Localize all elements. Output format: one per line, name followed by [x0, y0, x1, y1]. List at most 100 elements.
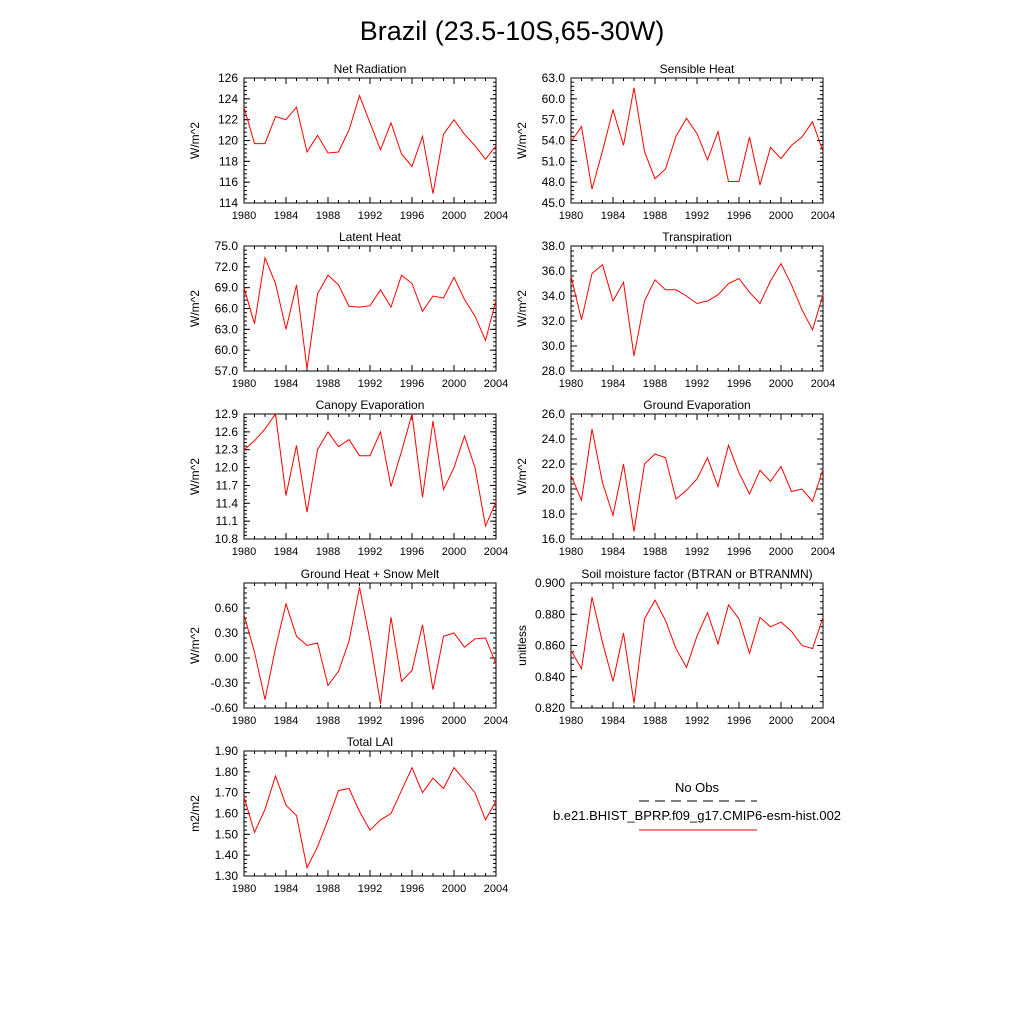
x-tick-label: 1996: [400, 546, 424, 558]
y-tick-label: 116: [219, 175, 238, 189]
y-tick-label: 57.0: [215, 364, 239, 378]
chart-panel: Soil moisture factor (BTRAN or BTRANMN) u…: [515, 567, 835, 727]
panels: Net Radiation W/m^2 1980 1984 1988 1992 1996 20…: [188, 62, 835, 895]
x-tick-label: 1984: [274, 378, 298, 390]
x-tick-label: 1984: [274, 715, 298, 727]
y-tick-label: 126: [218, 71, 238, 85]
series-line: [570, 87, 824, 190]
y-tick-label: 12.6: [215, 425, 239, 439]
chart-panel: Ground Heat + Snow Melt W/m^2 1980 1984 1988…: [188, 567, 508, 727]
chart-panel: Canopy Evaporation W/m^2 1980 1984 1988 1992 1…: [188, 398, 508, 558]
y-tick-label: 1.90: [215, 744, 239, 758]
y-tick-label: 0.840: [535, 670, 565, 684]
y-tick-label: 16.0: [542, 532, 566, 546]
x-tick-label: 2000: [769, 715, 793, 727]
y-tick-label: 1.60: [215, 807, 239, 821]
series-line: [243, 587, 497, 704]
y-tick-label: 0.860: [535, 639, 565, 653]
x-tick-label: 1988: [316, 715, 340, 727]
x-tick-label: 1992: [685, 210, 709, 222]
x-tick-label: 1988: [316, 210, 340, 222]
y-tick-label: 120: [218, 134, 238, 148]
y-tick-label: 28.0: [542, 364, 566, 378]
x-tick-label: 2000: [769, 378, 793, 390]
y-tick-label: 30.0: [542, 339, 566, 353]
y-axis-label: m2/m2: [188, 795, 202, 832]
x-tick-label: 2004: [484, 378, 508, 390]
x-tick-label: 1992: [685, 546, 709, 558]
series-line: [243, 412, 497, 528]
y-tick-label: -0.30: [211, 676, 239, 690]
chart-panel: Latent Heat W/m^2 1980 1984 1988 1992 1996 2000…: [188, 230, 508, 390]
y-tick-label: 0.30: [215, 626, 239, 640]
panel-title: Soil moisture factor (BTRAN or BTRANMN): [581, 567, 812, 581]
x-tick-label: 2000: [442, 378, 466, 390]
y-tick-label: 0.60: [215, 601, 239, 615]
y-tick-label: 45.0: [542, 196, 566, 210]
chart-panel: Total LAI m2/m2 1980 1984 1988 1992 1996 2000 20…: [188, 735, 508, 895]
y-axis-label: W/m^2: [515, 122, 529, 159]
y-tick-label: 26.0: [542, 407, 566, 421]
x-tick-label: 1992: [685, 715, 709, 727]
x-tick-label: 2000: [769, 210, 793, 222]
x-tick-label: 1984: [601, 546, 625, 558]
x-tick-label: 1980: [232, 210, 256, 222]
x-tick-label: 1992: [685, 378, 709, 390]
x-tick-label: 1980: [232, 715, 256, 727]
x-tick-label: 1980: [559, 715, 583, 727]
y-tick-label: 72.0: [215, 260, 239, 274]
y-tick-label: 12.9: [215, 407, 239, 421]
y-tick-label: 124: [218, 92, 238, 106]
x-tick-label: 1992: [358, 715, 382, 727]
panel-title: Net Radiation: [334, 62, 407, 76]
series-line: [570, 428, 824, 532]
y-tick-label: 11.7: [216, 478, 239, 492]
panel-title: Sensible Heat: [660, 62, 735, 76]
x-tick-label: 1996: [400, 883, 424, 895]
y-tick-label: 63.0: [542, 71, 566, 85]
legend: No Obs b.e21.BHIST_BPRP.f09_g17.CMIP6-es…: [553, 780, 841, 831]
y-tick-label: -0.60: [211, 701, 239, 715]
chart-panel: Sensible Heat W/m^2 1980 1984 1988 1992 1996 20…: [515, 62, 835, 222]
y-tick-label: 1.50: [215, 827, 239, 841]
x-tick-label: 1988: [316, 378, 340, 390]
x-tick-label: 1984: [274, 210, 298, 222]
x-tick-label: 1992: [358, 883, 382, 895]
x-tick-label: 1984: [274, 883, 298, 895]
chart-panel: Net Radiation W/m^2 1980 1984 1988 1992 1996 20…: [188, 62, 508, 222]
x-tick-label: 1996: [727, 715, 751, 727]
x-tick-label: 2004: [811, 210, 835, 222]
y-tick-label: 66.0: [215, 302, 239, 316]
x-tick-label: 1996: [727, 210, 751, 222]
y-tick-label: 51.0: [542, 154, 566, 168]
y-tick-label: 32.0: [542, 314, 566, 328]
x-tick-label: 1996: [400, 378, 424, 390]
y-tick-label: 1.30: [215, 869, 239, 883]
y-tick-label: 1.40: [215, 848, 239, 862]
x-tick-label: 1984: [601, 378, 625, 390]
x-tick-label: 1980: [559, 210, 583, 222]
y-axis-label: W/m^2: [188, 627, 202, 664]
x-tick-label: 1980: [232, 883, 256, 895]
y-tick-label: 11.1: [216, 514, 239, 528]
y-axis-label: W/m^2: [188, 122, 202, 159]
x-tick-label: 2000: [442, 546, 466, 558]
y-tick-label: 57.0: [542, 113, 566, 127]
y-tick-label: 20.0: [542, 482, 566, 496]
y-tick-label: 24.0: [542, 432, 566, 446]
x-tick-label: 1984: [601, 715, 625, 727]
series-line: [570, 596, 824, 704]
series-line: [243, 94, 497, 194]
y-tick-label: 60.0: [542, 92, 566, 106]
x-tick-label: 2000: [442, 715, 466, 727]
panel-title: Total LAI: [347, 735, 394, 749]
x-tick-label: 1992: [358, 546, 382, 558]
x-tick-label: 1988: [316, 883, 340, 895]
x-tick-label: 1988: [643, 378, 667, 390]
x-tick-label: 2000: [442, 210, 466, 222]
series-line: [570, 262, 824, 357]
chart-panel: Transpiration W/m^2 1980 1984 1988 1992 1996 20…: [515, 230, 835, 390]
y-axis-label: W/m^2: [188, 290, 202, 327]
y-tick-label: 0.820: [535, 701, 565, 715]
x-tick-label: 1980: [559, 378, 583, 390]
